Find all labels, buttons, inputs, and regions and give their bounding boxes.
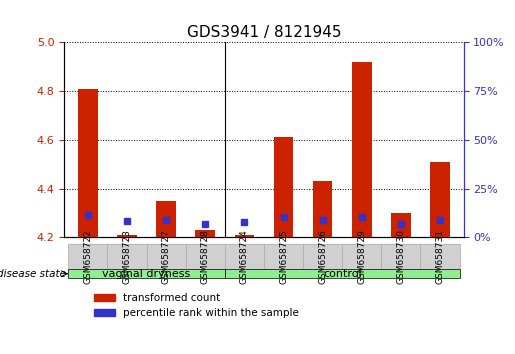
Bar	[391, 213, 410, 237]
Text: GSM658727: GSM658727	[162, 229, 170, 284]
Text: GSM658729: GSM658729	[357, 229, 366, 284]
FancyBboxPatch shape	[420, 243, 459, 272]
Text: control: control	[323, 269, 362, 279]
Bar	[78, 89, 98, 237]
FancyBboxPatch shape	[225, 243, 264, 272]
Bar	[313, 181, 332, 237]
Text: disease state: disease state	[0, 269, 66, 279]
FancyBboxPatch shape	[108, 245, 147, 269]
Bar	[352, 62, 371, 237]
Bar	[273, 137, 293, 237]
FancyBboxPatch shape	[108, 243, 147, 272]
FancyBboxPatch shape	[147, 243, 186, 272]
Text: GSM658723: GSM658723	[123, 229, 131, 284]
Text: GSM658731: GSM658731	[436, 229, 444, 284]
FancyBboxPatch shape	[342, 243, 381, 272]
Bar	[235, 235, 254, 237]
Bar	[225, 269, 459, 278]
Text: GSM658726: GSM658726	[318, 229, 327, 284]
FancyBboxPatch shape	[147, 245, 186, 269]
Text: GSM658722: GSM658722	[83, 229, 92, 284]
FancyBboxPatch shape	[264, 245, 303, 269]
FancyBboxPatch shape	[68, 245, 108, 269]
FancyBboxPatch shape	[186, 243, 225, 272]
FancyBboxPatch shape	[303, 243, 342, 272]
FancyBboxPatch shape	[381, 243, 420, 272]
Bar	[68, 269, 225, 278]
Bar	[430, 162, 450, 237]
Text: vaginal dryness: vaginal dryness	[102, 269, 191, 279]
FancyBboxPatch shape	[303, 245, 342, 269]
FancyBboxPatch shape	[68, 243, 108, 272]
FancyBboxPatch shape	[225, 245, 264, 269]
Bar	[117, 235, 137, 237]
Text: GSM658730: GSM658730	[397, 229, 405, 284]
FancyBboxPatch shape	[381, 245, 420, 269]
Bar	[196, 230, 215, 237]
Title: GDS3941 / 8121945: GDS3941 / 8121945	[186, 25, 341, 40]
FancyBboxPatch shape	[342, 245, 381, 269]
FancyBboxPatch shape	[420, 245, 459, 269]
Legend: transformed count, percentile rank within the sample: transformed count, percentile rank withi…	[90, 289, 303, 322]
Bar	[157, 201, 176, 237]
FancyBboxPatch shape	[186, 245, 225, 269]
FancyBboxPatch shape	[264, 243, 303, 272]
Text: GSM658725: GSM658725	[279, 229, 288, 284]
Text: GSM658724: GSM658724	[240, 229, 249, 284]
Text: GSM658728: GSM658728	[201, 229, 210, 284]
